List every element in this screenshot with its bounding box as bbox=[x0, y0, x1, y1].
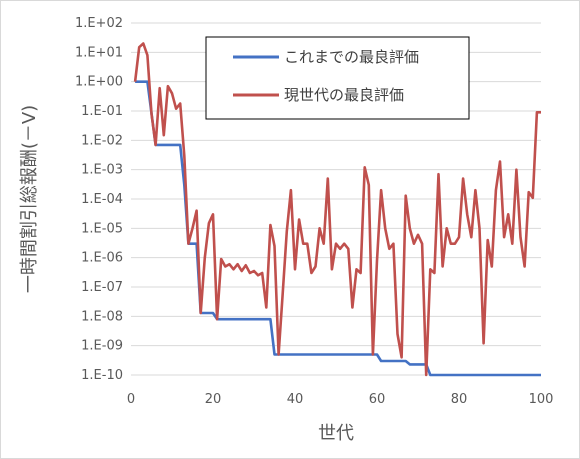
x-tick-label: 40 bbox=[287, 392, 304, 407]
x-tick-label: 80 bbox=[451, 392, 468, 407]
y-tick-label: 1.E-07 bbox=[81, 280, 123, 295]
legend-label-current-generation: 現世代の最良評価 bbox=[284, 86, 404, 104]
y-tick-label: 1.E-04 bbox=[81, 192, 123, 207]
y-tick-label: 1.E-08 bbox=[81, 309, 123, 324]
y-tick-label: 1.E-01 bbox=[81, 104, 123, 119]
x-tick-label: 0 bbox=[127, 392, 135, 407]
y-tick-label: 1.E-03 bbox=[81, 163, 123, 178]
y-axis-ticks: 1.E+02 1.E+01 1.E+00 1.E-01 1.E-02 1.E-03 1.E-… bbox=[75, 16, 123, 383]
y-tick-label: 1.E-02 bbox=[81, 133, 123, 148]
x-tick-label: 20 bbox=[205, 392, 222, 407]
y-axis-title: 一時間割引総報酬(－V) bbox=[19, 105, 40, 293]
y-tick-label: 1.E-10 bbox=[81, 368, 123, 383]
legend-label-best-so-far: これまでの最良評価 bbox=[284, 48, 419, 66]
x-tick-label: 60 bbox=[369, 392, 386, 407]
x-axis-title: 世代 bbox=[318, 423, 354, 444]
y-tick-label: 1.E-06 bbox=[81, 251, 123, 266]
x-axis-ticks: 0 20 40 60 80 100 bbox=[127, 392, 554, 407]
y-tick-label: 1.E+00 bbox=[75, 75, 123, 90]
series-current-generation-line bbox=[133, 42, 541, 377]
legend-box bbox=[205, 36, 470, 120]
y-tick-label: 1.E-05 bbox=[81, 221, 123, 236]
legend: これまでの最良評価 現世代の最良評価 bbox=[205, 36, 470, 120]
y-tick-label: 1.E-09 bbox=[81, 339, 123, 354]
y-tick-label: 1.E+02 bbox=[75, 16, 123, 31]
series-layer bbox=[133, 42, 541, 377]
y-tick-label: 1.E+01 bbox=[75, 45, 123, 60]
x-tick-label: 100 bbox=[529, 392, 554, 407]
